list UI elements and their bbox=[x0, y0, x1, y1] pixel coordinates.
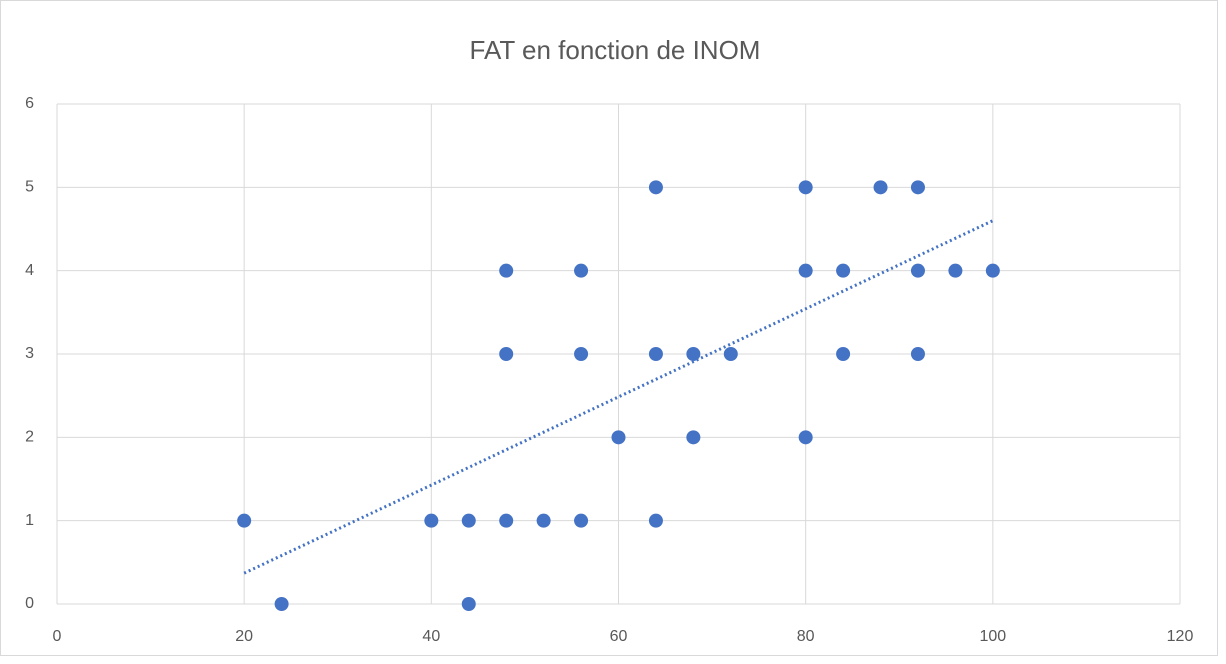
point bbox=[910, 347, 925, 361]
point bbox=[985, 263, 1000, 278]
point bbox=[461, 513, 476, 528]
point bbox=[648, 513, 663, 528]
y-tick-label: 2 bbox=[25, 429, 34, 446]
point bbox=[648, 347, 663, 361]
y-tick-label: 6 bbox=[25, 95, 34, 112]
point bbox=[499, 263, 514, 278]
point bbox=[461, 597, 476, 611]
x-tick-label: 40 bbox=[422, 628, 440, 645]
point bbox=[499, 347, 514, 361]
y-tick-label: 3 bbox=[25, 345, 34, 362]
point bbox=[499, 513, 514, 528]
point bbox=[873, 180, 888, 195]
point bbox=[686, 430, 701, 445]
x-tick-label: 80 bbox=[797, 628, 815, 645]
point bbox=[723, 347, 738, 361]
x-tick-label: 0 bbox=[53, 628, 62, 645]
y-tick-label: 5 bbox=[25, 179, 34, 196]
point bbox=[237, 513, 252, 528]
chart-title: FAT en fonction de INOM bbox=[470, 35, 761, 65]
point bbox=[574, 513, 589, 528]
point bbox=[611, 430, 626, 445]
point bbox=[274, 597, 289, 611]
point bbox=[798, 263, 813, 278]
point bbox=[910, 263, 925, 278]
x-tick-label: 100 bbox=[979, 628, 1006, 645]
x-tick-label: 60 bbox=[610, 628, 628, 645]
y-tick-label: 0 bbox=[25, 595, 34, 612]
x-tick-label: 20 bbox=[235, 628, 253, 645]
point bbox=[574, 263, 589, 278]
point bbox=[686, 347, 701, 361]
point bbox=[648, 180, 663, 195]
point bbox=[836, 347, 851, 361]
point bbox=[424, 513, 439, 528]
point bbox=[536, 513, 551, 528]
point bbox=[798, 180, 813, 195]
point bbox=[948, 263, 963, 278]
x-tick-label: 120 bbox=[1167, 628, 1194, 645]
point bbox=[836, 263, 851, 278]
point bbox=[574, 347, 589, 361]
y-tick-label: 1 bbox=[25, 512, 34, 529]
y-tick-label: 4 bbox=[25, 262, 34, 279]
point bbox=[910, 180, 925, 195]
point bbox=[798, 430, 813, 445]
